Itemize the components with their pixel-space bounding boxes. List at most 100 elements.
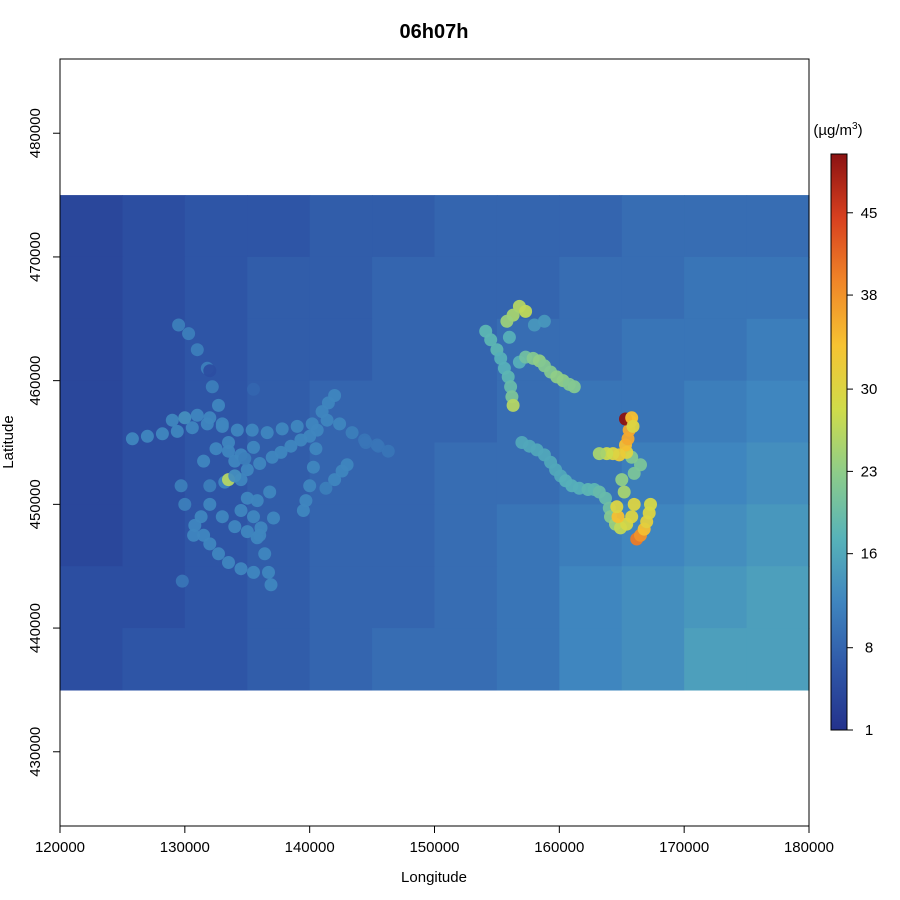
raster-cell [684, 319, 747, 381]
data-point [231, 424, 244, 437]
x-tick-label: 130000 [160, 839, 210, 856]
data-point [255, 521, 268, 534]
raster-cell [559, 257, 622, 319]
data-point [251, 494, 264, 507]
raster-cell [747, 319, 810, 381]
raster-cell [60, 257, 123, 319]
raster-cell [247, 195, 310, 257]
data-point [203, 498, 216, 511]
data-point [203, 364, 216, 377]
data-point [216, 510, 229, 523]
data-point [171, 425, 184, 438]
raster-cell [559, 195, 622, 257]
raster-cell [185, 628, 248, 690]
data-point [291, 420, 304, 433]
raster-cell [622, 566, 685, 628]
raster-cell [559, 319, 622, 381]
raster-cell [747, 504, 810, 566]
data-point [176, 575, 189, 588]
data-point [228, 520, 241, 533]
raster-cell [122, 443, 185, 505]
raster-cell [60, 443, 123, 505]
raster-cell [185, 257, 248, 319]
colorbar-tick-label: 8 [865, 640, 873, 657]
data-point [311, 424, 324, 437]
raster-cell [435, 566, 498, 628]
raster-cell [622, 628, 685, 690]
data-point [627, 420, 640, 433]
data-point [203, 479, 216, 492]
raster-cell [60, 628, 123, 690]
raster-cell [122, 504, 185, 566]
x-tick-label: 120000 [35, 839, 85, 856]
raster-cell [60, 195, 123, 257]
data-point [247, 510, 260, 523]
raster-cell [122, 257, 185, 319]
raster-cell [60, 566, 123, 628]
raster-cell [310, 319, 373, 381]
data-point [156, 427, 169, 440]
raster-cell [310, 504, 373, 566]
data-point [203, 537, 216, 550]
y-tick-label: 460000 [27, 356, 44, 406]
raster-cell [747, 628, 810, 690]
colorbar-tick-label: 45 [861, 205, 878, 222]
data-point [228, 469, 241, 482]
raster-cell [684, 566, 747, 628]
data-point [346, 426, 359, 439]
raster-cell [122, 566, 185, 628]
data-point [212, 399, 225, 412]
raster-cell [684, 443, 747, 505]
raster-cell [497, 628, 560, 690]
data-point [247, 441, 260, 454]
data-point [297, 504, 310, 517]
raster-cell [559, 566, 622, 628]
data-point [319, 482, 332, 495]
raster-cell [122, 195, 185, 257]
data-point [610, 500, 623, 513]
raster-cell [497, 566, 560, 628]
y-axis-label: Latitude [0, 415, 17, 468]
raster-cell [372, 319, 435, 381]
data-point [172, 319, 185, 332]
data-point [197, 455, 210, 468]
x-tick-label: 160000 [534, 839, 584, 856]
data-point [175, 479, 188, 492]
data-point [195, 510, 208, 523]
data-point [371, 439, 384, 452]
colorbar: (µg/m3) 181623303845 [813, 121, 877, 739]
raster-cell [247, 628, 310, 690]
y-tick-label: 450000 [27, 479, 44, 529]
data-point [178, 498, 191, 511]
colorbar-tick-label: 38 [861, 287, 878, 304]
data-point [303, 479, 316, 492]
raster-cell [497, 504, 560, 566]
raster-cell [435, 381, 498, 443]
data-point [382, 445, 395, 458]
data-point [333, 417, 346, 430]
colorbar-unit-label: (µg/m3) [813, 121, 862, 139]
data-point [644, 498, 657, 511]
raster-cell [310, 628, 373, 690]
data-point [238, 452, 251, 465]
data-point [191, 343, 204, 356]
colorbar-tick-label: 30 [861, 381, 878, 398]
data-point [178, 411, 191, 424]
raster-cell [684, 628, 747, 690]
data-point [210, 442, 223, 455]
raster-cell [310, 195, 373, 257]
raster-cell [185, 195, 248, 257]
data-point [328, 389, 341, 402]
raster-cell [684, 195, 747, 257]
x-tick-label: 170000 [659, 839, 709, 856]
raster-cell [747, 257, 810, 319]
data-point [258, 547, 271, 560]
data-point [253, 457, 266, 470]
data-point [216, 420, 229, 433]
y-tick-label: 470000 [27, 232, 44, 282]
raster-cell [684, 381, 747, 443]
colorbar-tick-label: 1 [865, 722, 873, 739]
data-point [235, 504, 248, 517]
data-point [615, 473, 628, 486]
